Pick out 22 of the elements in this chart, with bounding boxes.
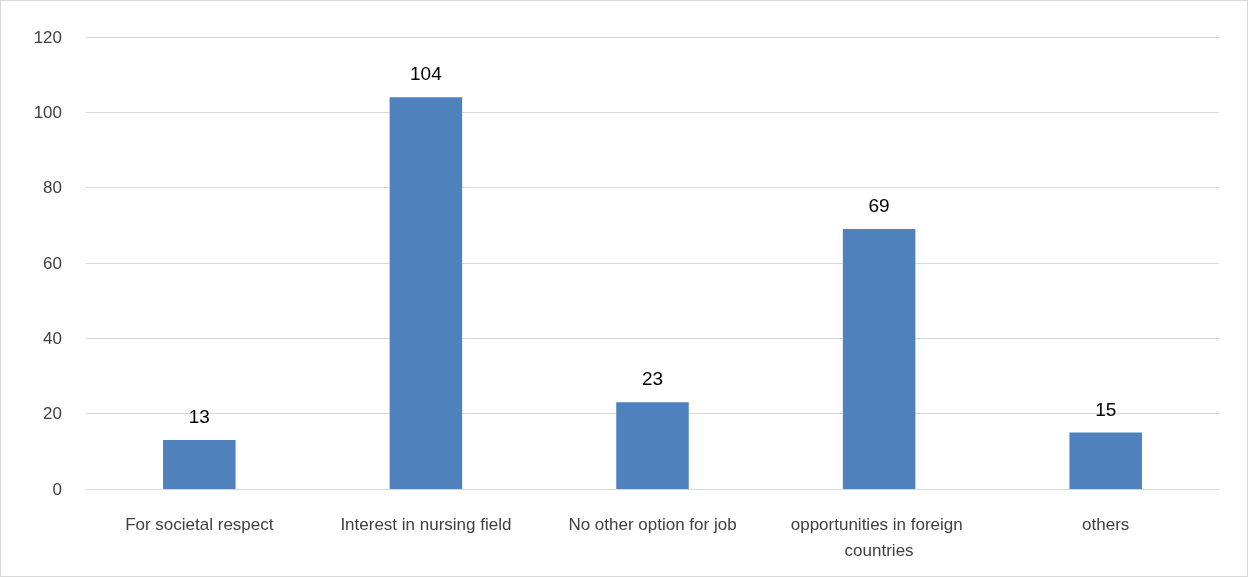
bar	[1069, 432, 1142, 489]
y-tick-label: 120	[33, 27, 62, 47]
data-label: 13	[188, 406, 210, 428]
y-tick-label: 60	[43, 253, 62, 273]
y-tick-label: 0	[52, 479, 62, 499]
y-tick-label: 100	[33, 102, 62, 122]
bar	[163, 440, 236, 489]
data-label: 104	[410, 63, 443, 85]
x-tick-label: For societal respect	[125, 514, 274, 534]
x-tick-label: Interest in nursing field	[340, 514, 512, 534]
data-label: 23	[641, 368, 664, 390]
data-label: 69	[868, 195, 890, 217]
bar	[616, 402, 689, 489]
y-tick-label: 80	[43, 178, 62, 198]
x-tick-label: No other option for job	[568, 514, 737, 534]
x-tick-label: others	[1082, 514, 1130, 534]
bar	[842, 229, 916, 489]
y-tick-label: 20	[43, 404, 62, 424]
bar	[389, 97, 463, 489]
x-tick-label: opportunities in foreign countries	[790, 514, 968, 560]
data-label: 15	[1095, 398, 1117, 420]
y-tick-label: 40	[43, 328, 62, 348]
